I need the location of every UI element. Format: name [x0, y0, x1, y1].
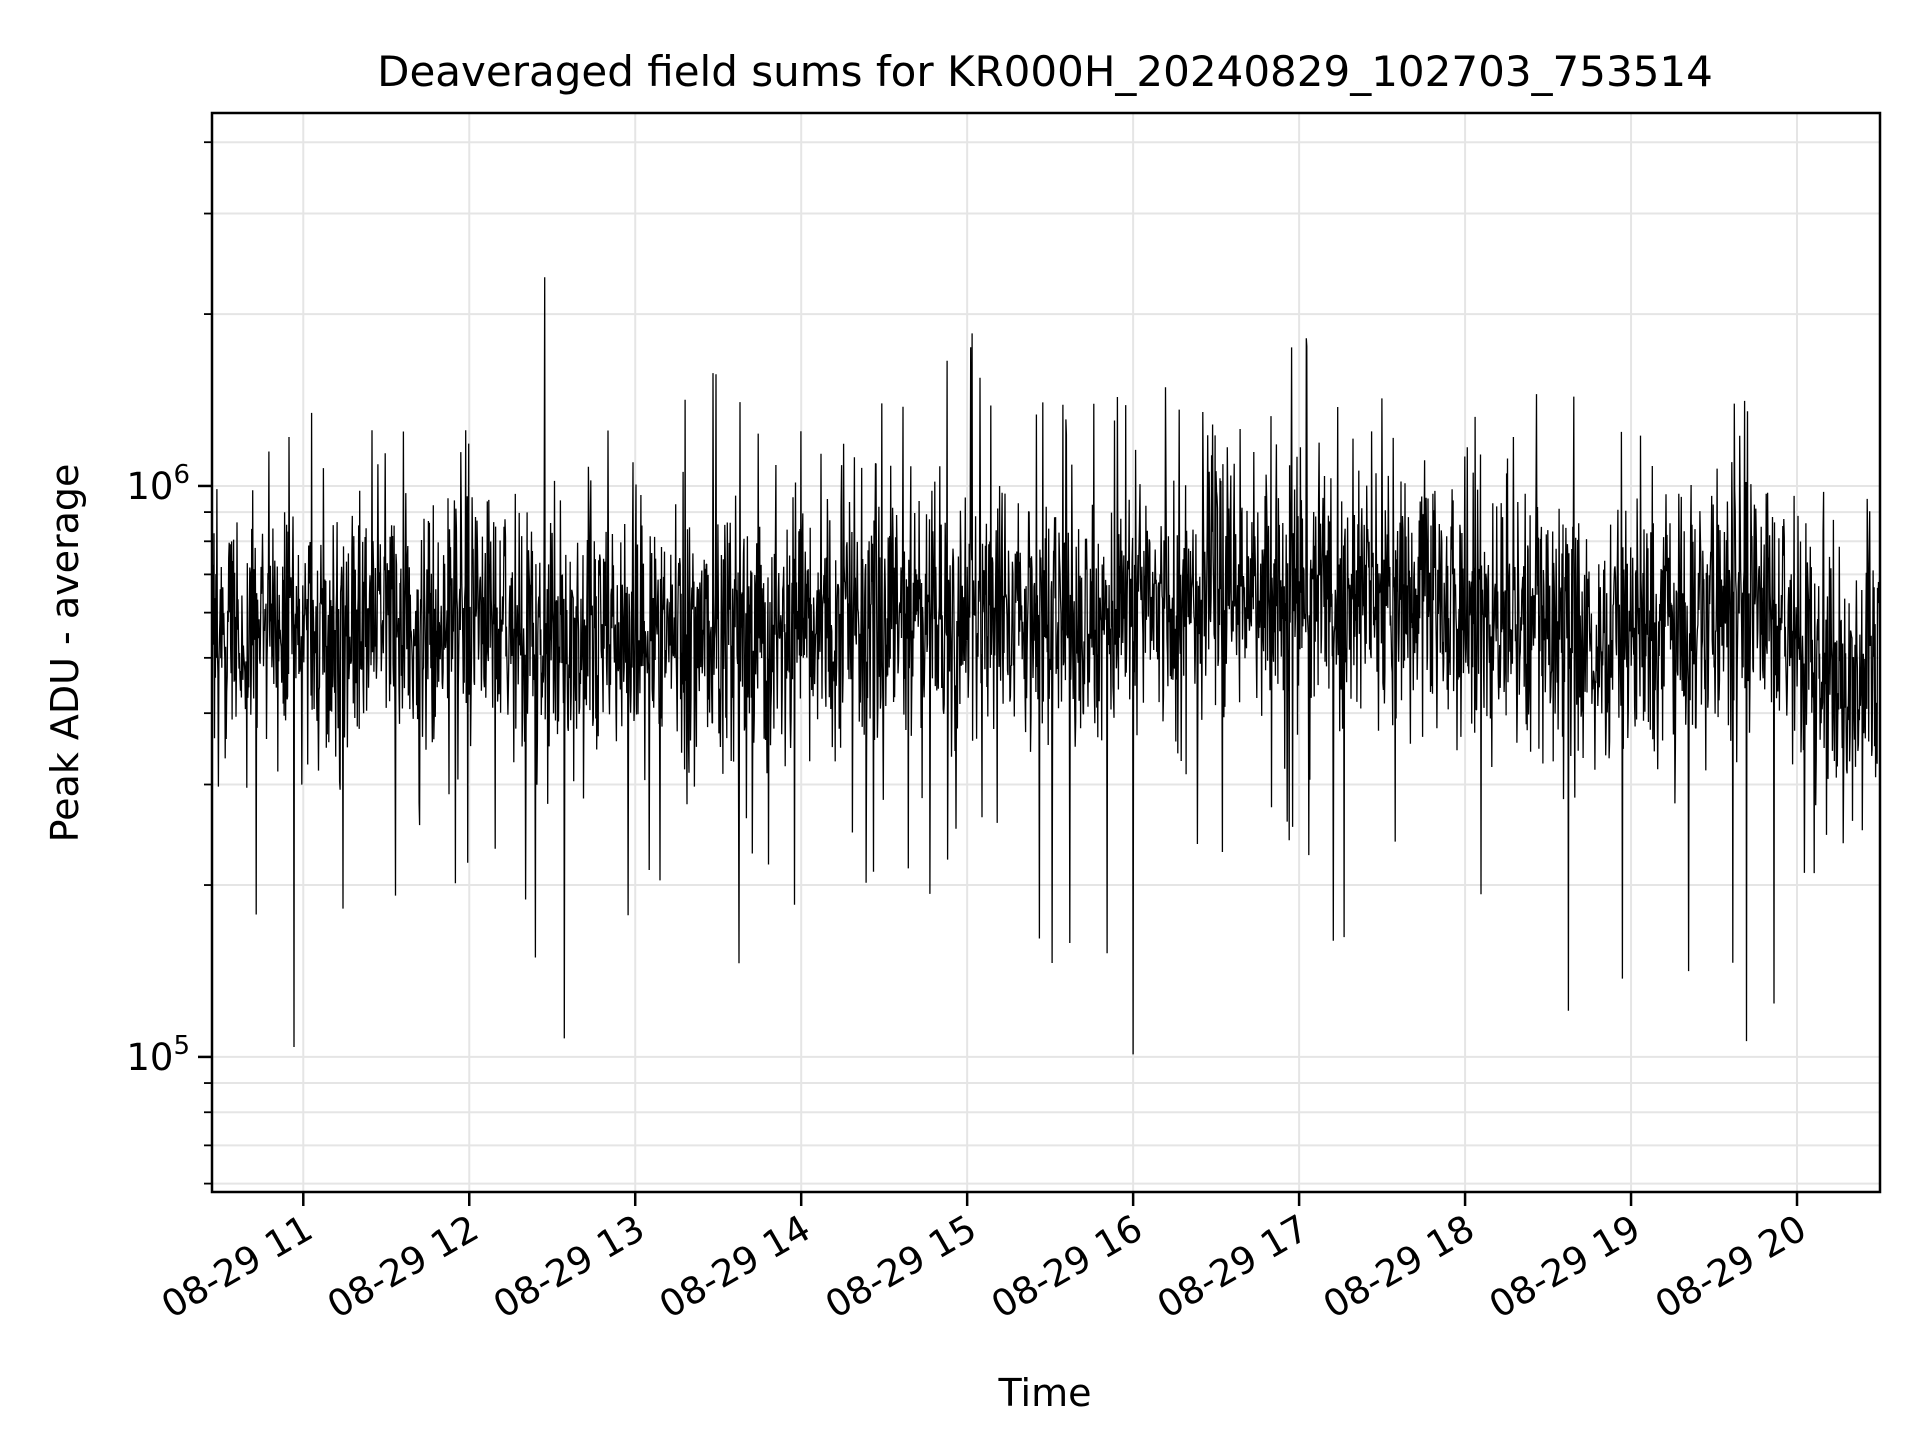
x-tick-label: 08-29 15 — [818, 1207, 984, 1327]
x-tick-label: 08-29 13 — [486, 1207, 652, 1327]
x-tick-label: 08-29 19 — [1482, 1207, 1648, 1327]
series-layer — [211, 277, 1881, 1055]
x-tick-label: 08-29 16 — [984, 1207, 1150, 1327]
plot-frame — [210, 111, 1882, 1194]
x-tick-label: 08-29 12 — [320, 1207, 486, 1327]
x-tick-label: 08-29 14 — [652, 1207, 818, 1327]
y-axis-label: Peak ADU - average — [43, 464, 87, 843]
y-axis: 105 106 — [126, 141, 212, 1185]
x-tick-label: 08-29 17 — [1150, 1207, 1316, 1327]
x-tick-label: 08-29 18 — [1316, 1207, 1482, 1327]
y-tick-label: 105 — [126, 1031, 190, 1079]
x-tick-label: 08-29 11 — [154, 1207, 320, 1327]
x-axis: 08-29 11 08-29 12 08-29 13 08-29 14 08-29 15… — [154, 1192, 1814, 1327]
y-tick-label: 106 — [126, 460, 190, 508]
x-tick-label: 08-29 20 — [1648, 1207, 1814, 1327]
grid — [212, 113, 1880, 1192]
x-axis-label: Time — [998, 1371, 1092, 1415]
chart-title: Deaveraged field sums for KR000H_2024082… — [377, 47, 1713, 96]
series-line — [211, 277, 1881, 1055]
